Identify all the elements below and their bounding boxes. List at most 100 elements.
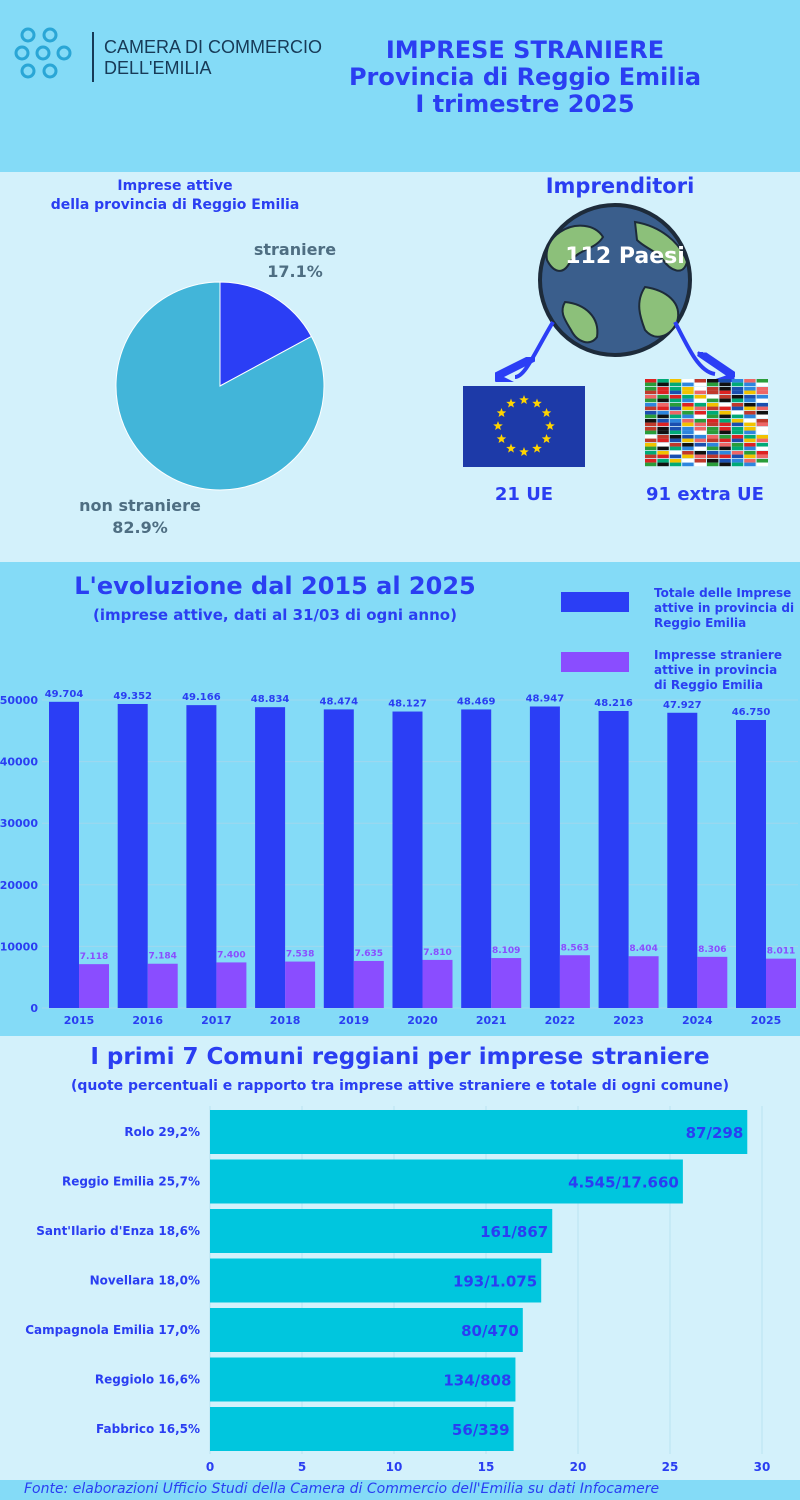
flag-icon <box>645 379 657 387</box>
flag-icon <box>707 435 719 443</box>
flag-icon <box>657 419 669 427</box>
pie-value-other: 82.9% <box>112 518 168 537</box>
bar-foreign-2016 <box>147 963 178 1008</box>
bar-total-2018 <box>255 707 286 1008</box>
flag-icon <box>756 419 768 427</box>
bar-foreign-2025 <box>766 958 796 1008</box>
ue-count-label: 21 UE <box>494 484 554 505</box>
flag-icon <box>694 403 706 411</box>
bar-total-label: 48.947 <box>526 693 565 704</box>
flag-icon <box>744 419 756 427</box>
flag-icon <box>682 443 694 451</box>
comune-ratio-label: 56/339 <box>452 1421 510 1439</box>
page-title-line2: Provincia di Reggio Emilia <box>348 63 702 91</box>
world-flags-icon <box>645 379 768 467</box>
bar-total-2025 <box>736 720 766 1008</box>
flag-icon <box>645 451 657 459</box>
flag-icon <box>707 451 719 459</box>
flag-icon <box>756 403 768 411</box>
logo-divider <box>92 32 94 82</box>
flag-icon <box>645 387 657 395</box>
flag-icon <box>682 403 694 411</box>
flag-icon <box>645 459 657 467</box>
flag-icon <box>744 459 756 467</box>
bar-total-label: 48.216 <box>594 698 633 709</box>
flag-icon <box>657 451 669 459</box>
flag-icon <box>719 419 731 427</box>
flag-icon <box>682 427 694 435</box>
legend-foreign-label: Impresse straniere attive in provincia d… <box>654 648 782 693</box>
flag-icon <box>744 451 756 459</box>
bar-foreign-label: 7.810 <box>423 948 451 958</box>
bar-foreign-label: 7.400 <box>217 950 245 960</box>
comune-category-label: Campagnola Emilia 17,0% <box>25 1323 200 1337</box>
flag-icon <box>719 427 731 435</box>
flag-icon <box>731 427 744 435</box>
pie-title-line2: della provincia di Reggio Emilia <box>50 197 300 213</box>
bar-foreign-label: 7.118 <box>80 952 108 962</box>
x-tick-label: 2015 <box>64 1014 95 1027</box>
flag-icon <box>744 427 756 435</box>
eu-star <box>519 447 529 456</box>
flag-icon <box>669 443 682 451</box>
flag-icon <box>707 427 719 435</box>
flag-icon <box>719 435 731 443</box>
flag-icon <box>682 411 694 419</box>
bar-total-label: 47.927 <box>663 700 702 711</box>
bar-foreign-label: 8.109 <box>492 946 520 956</box>
eu-star <box>541 408 552 417</box>
x-tick-label: 0 <box>206 1460 214 1474</box>
x-tick-label: 5 <box>298 1460 306 1474</box>
flag-icon <box>719 395 731 403</box>
legend-total-line3: Reggio Emilia <box>654 616 747 630</box>
evolution-section: L'evoluzione dal 2015 al 2025 (imprese a… <box>0 562 800 1036</box>
flag-icon <box>694 459 706 467</box>
comune-bar <box>210 1308 523 1352</box>
comuni-title: I primi 7 Comuni reggiani per imprese st… <box>90 1044 710 1070</box>
x-tick-label: 2019 <box>338 1014 369 1027</box>
flag-icon <box>707 395 719 403</box>
comune-category-label: Reggio Emilia 25,7% <box>62 1175 200 1189</box>
y-tick-label: 10000 <box>0 940 38 953</box>
y-tick-label: 0 <box>30 1002 38 1015</box>
bar-foreign-label: 8.306 <box>698 945 726 955</box>
bar-total-label: 48.469 <box>457 696 496 707</box>
globe-label: 112 Paesi <box>565 244 685 269</box>
flag-icon <box>744 379 756 387</box>
pie-label-other: non straniere <box>79 496 201 515</box>
eu-star <box>496 408 507 417</box>
bar-total-label: 46.750 <box>732 707 771 718</box>
header-band: CAMERA DI COMMERCIO DELL'EMILIA IMPRESE … <box>0 0 800 172</box>
flag-icon <box>694 395 706 403</box>
flag-icon <box>744 435 756 443</box>
flag-icon <box>731 395 744 403</box>
flag-icon <box>731 435 744 443</box>
bar-total-2019 <box>323 709 354 1008</box>
flag-icon <box>657 435 669 443</box>
x-tick-label: 30 <box>754 1460 771 1474</box>
bar-foreign-label: 8.404 <box>629 944 657 954</box>
flag-icon <box>731 411 744 419</box>
comune-ratio-label: 161/867 <box>480 1223 548 1241</box>
flag-icon <box>731 387 744 395</box>
eu-star <box>506 443 516 453</box>
flag-icon <box>694 379 706 387</box>
flag-icon <box>719 459 731 467</box>
flag-icon <box>731 443 744 451</box>
chamber-logo-icon <box>14 27 72 79</box>
comune-ratio-label: 4.545/17.660 <box>568 1174 679 1192</box>
bar-total-label: 48.834 <box>251 694 290 705</box>
comune-bar <box>210 1258 542 1303</box>
flag-icon <box>694 443 706 451</box>
x-tick-label: 2018 <box>270 1014 301 1027</box>
flag-icon <box>657 379 669 387</box>
bar-foreign-2019 <box>353 960 384 1008</box>
eu-flag-icon <box>463 386 585 467</box>
eu-star <box>532 443 542 453</box>
evolution-subtitle: (imprese attive, dati al 31/03 di ogni a… <box>93 606 457 624</box>
flag-icon <box>756 459 768 467</box>
flag-icon <box>657 443 669 451</box>
comune-category-label: Novellara 18,0% <box>90 1274 200 1288</box>
flag-icon <box>731 403 744 411</box>
flag-icon <box>645 435 657 443</box>
